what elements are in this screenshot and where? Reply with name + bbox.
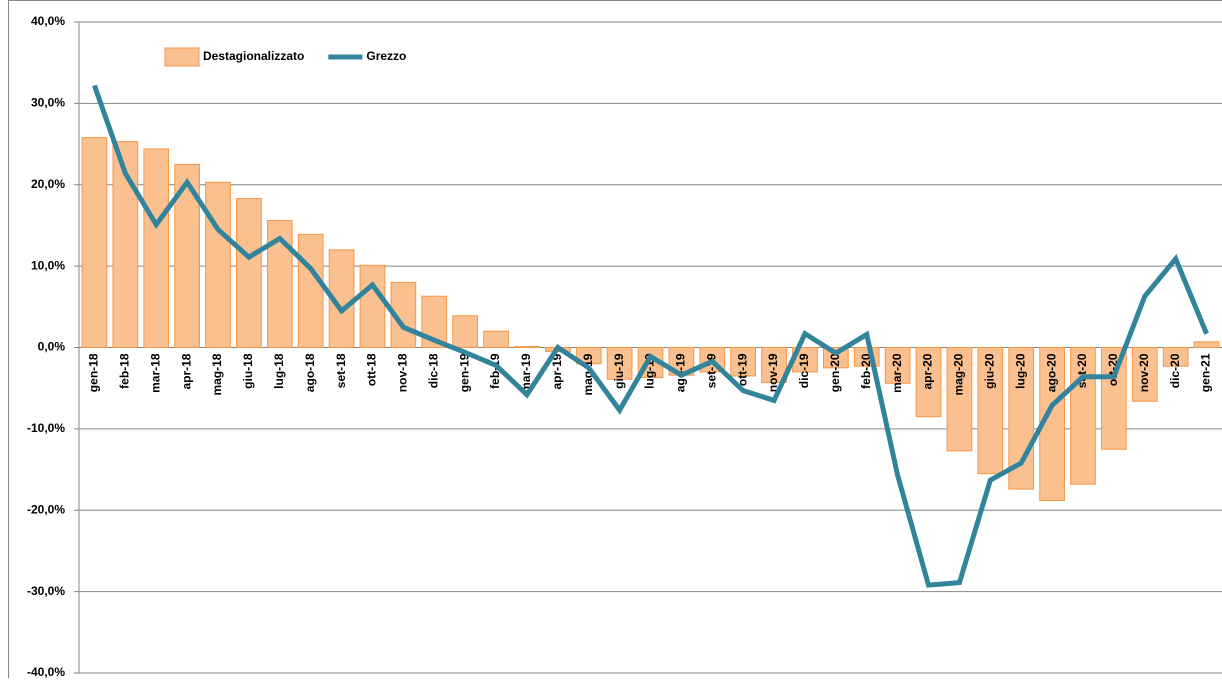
x-tick-label: giu-18 — [241, 353, 255, 389]
y-tick-label: -30,0% — [27, 584, 65, 598]
y-tick-label: -40,0% — [27, 665, 65, 678]
x-tick-label: apr-18 — [179, 353, 193, 389]
bar — [144, 149, 169, 348]
y-tick-label: 30,0% — [31, 96, 65, 110]
y-tick-label: 0,0% — [38, 340, 66, 354]
y-tick-label: 10,0% — [31, 258, 65, 272]
bar — [360, 265, 385, 347]
x-tick-label: dic-20 — [1168, 353, 1182, 388]
x-tick-label: mar-18 — [148, 353, 162, 393]
x-tick-label: ott-19 — [735, 353, 749, 386]
x-tick-label: lug-18 — [272, 353, 286, 389]
x-tick-label: giu-20 — [982, 353, 996, 389]
x-tick-label: dic-18 — [426, 353, 440, 388]
bar — [1194, 342, 1219, 348]
x-tick-label: apr-20 — [921, 353, 935, 389]
bar — [206, 182, 231, 347]
x-tick-label: mar-20 — [890, 353, 904, 393]
y-tick-label: 20,0% — [31, 177, 65, 191]
x-tick-label: set-19 — [704, 353, 718, 388]
bar — [237, 199, 262, 348]
bar — [515, 347, 540, 348]
x-tick-label: ott-18 — [365, 353, 379, 386]
x-tick-label: mag-18 — [210, 353, 224, 395]
y-tick-label: -20,0% — [27, 502, 65, 516]
bar — [453, 316, 478, 348]
x-tick-label: ago-20 — [1044, 353, 1058, 392]
y-tick-label: -10,0% — [27, 421, 65, 435]
bar — [298, 234, 323, 347]
legend-label: Grezzo — [366, 49, 406, 63]
bar — [82, 138, 107, 348]
x-tick-label: mag-20 — [952, 353, 966, 395]
x-tick-label: dic-19 — [797, 353, 811, 388]
x-tick-label: ago-18 — [303, 353, 317, 392]
x-tick-label: feb-18 — [118, 353, 132, 389]
bar — [484, 331, 509, 347]
y-tick-label: 40,0% — [31, 14, 65, 28]
x-tick-label: giu-19 — [612, 353, 626, 389]
x-tick-label: set-18 — [334, 353, 348, 388]
x-tick-label: gen-20 — [828, 353, 842, 392]
legend-swatch — [165, 48, 199, 66]
x-tick-label: gen-21 — [1199, 353, 1213, 392]
x-tick-label: nov-18 — [396, 353, 410, 392]
legend-label: Destagionalizzato — [203, 49, 304, 63]
x-tick-label: lug-20 — [1013, 353, 1027, 389]
x-tick-label: nov-20 — [1137, 353, 1151, 392]
x-tick-label: gen-19 — [457, 353, 471, 392]
x-tick-label: gen-18 — [87, 353, 101, 392]
